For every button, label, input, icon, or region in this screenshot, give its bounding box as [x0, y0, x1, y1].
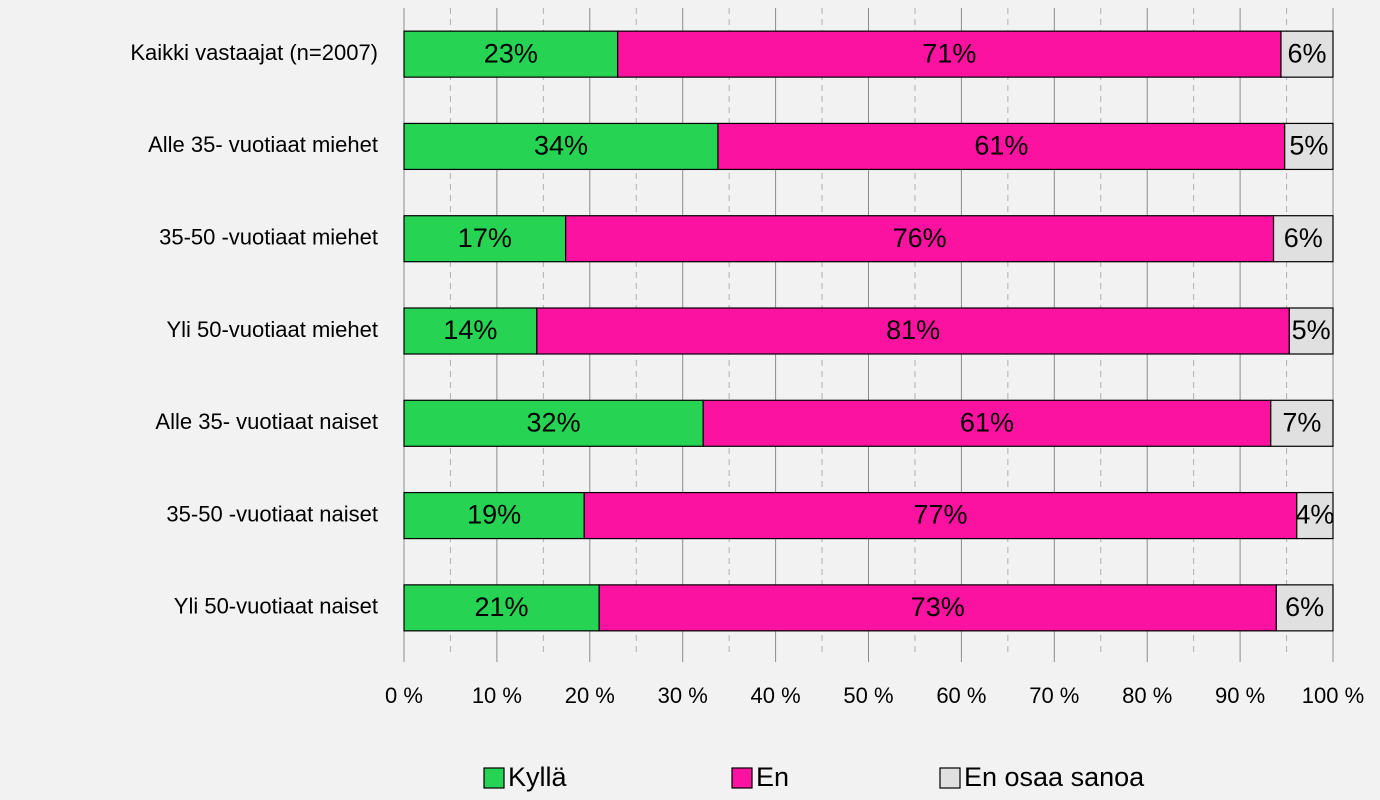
data-label: 76%: [893, 223, 947, 253]
data-label: 61%: [974, 131, 1028, 161]
bar-segment: [717, 122, 1286, 171]
bar-segment: [598, 584, 1277, 632]
legend-swatch: [939, 767, 961, 789]
bar-segment: [1270, 399, 1334, 447]
legend-label: En osaa sanoa: [964, 762, 1145, 792]
bar-segment: [403, 215, 567, 263]
bar-segment: [403, 307, 538, 355]
x-tick-label: 30 %: [658, 683, 708, 708]
data-label: 77%: [913, 500, 967, 530]
bar-segment: [583, 491, 1298, 540]
data-label: 17%: [458, 223, 512, 253]
data-label: 6%: [1284, 223, 1323, 253]
bar-segment: [1272, 215, 1334, 263]
data-label: 6%: [1285, 592, 1324, 622]
x-tick-label: 90 %: [1215, 683, 1265, 708]
data-label: 19%: [467, 500, 521, 530]
data-label: 81%: [886, 315, 940, 345]
bar-segment: [1284, 122, 1334, 171]
data-label: 71%: [922, 38, 976, 68]
legend-label: En: [756, 762, 789, 792]
data-label: 5%: [1292, 315, 1331, 345]
data-label: 61%: [960, 407, 1014, 437]
y-tick-label: Yli 50-vuotiaat miehet: [166, 317, 378, 342]
data-label: 32%: [527, 407, 581, 437]
legend-label: Kyllä: [508, 762, 568, 792]
data-label: 34%: [534, 131, 588, 161]
y-tick-label: Alle 35- vuotiaat miehet: [148, 132, 378, 157]
x-tick-label: 40 %: [751, 683, 801, 708]
bar-segment: [1280, 30, 1334, 78]
y-tick-label: 35-50 -vuotiaat miehet: [159, 225, 378, 250]
y-tick-label: Alle 35- vuotiaat naiset: [155, 409, 378, 434]
bar-segment: [702, 399, 1272, 447]
data-label: 6%: [1287, 38, 1326, 68]
bar-segment: [617, 30, 1282, 78]
x-tick-label: 0 %: [385, 683, 423, 708]
x-tick-label: 50 %: [843, 683, 893, 708]
data-label: 7%: [1282, 407, 1321, 437]
data-label: 5%: [1289, 131, 1328, 161]
bar-segment: [1288, 307, 1334, 355]
bar-segment: [565, 215, 1275, 263]
x-tick-label: 100 %: [1302, 683, 1364, 708]
x-tick-label: 10 %: [472, 683, 522, 708]
legend-swatch: [483, 767, 505, 789]
x-tick-label: 80 %: [1122, 683, 1172, 708]
x-tick-label: 20 %: [565, 683, 615, 708]
data-label: 73%: [911, 592, 965, 622]
y-tick-label: Kaikki vastaajat (n=2007): [130, 40, 378, 65]
y-tick-label: Yli 50-vuotiaat naiset: [174, 594, 378, 619]
data-label: 4%: [1295, 500, 1334, 530]
bar-segment: [403, 491, 585, 540]
bar-segment: [403, 30, 619, 78]
data-label: 21%: [475, 592, 529, 622]
bar-segment: [536, 307, 1290, 355]
bar-segment: [1296, 491, 1334, 540]
x-tick-label: 70 %: [1029, 683, 1079, 708]
bar-segment: [403, 399, 704, 447]
data-label: 14%: [443, 315, 497, 345]
bar-segment: [1275, 584, 1334, 632]
y-tick-label: 35-50 -vuotiaat naiset: [166, 501, 378, 526]
x-tick-label: 60 %: [936, 683, 986, 708]
data-label: 23%: [484, 38, 538, 68]
legend-swatch: [731, 767, 753, 789]
